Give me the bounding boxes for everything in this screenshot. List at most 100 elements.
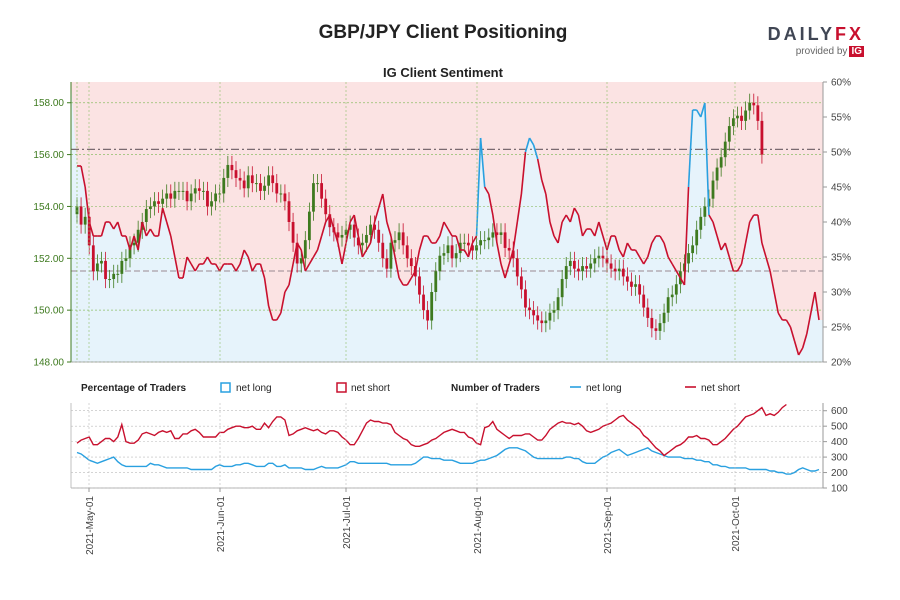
sentiment-line-segment xyxy=(467,242,474,258)
date-tick-label: 2021-Oct-01 xyxy=(731,496,742,552)
candle-body xyxy=(279,193,283,195)
sentiment-line-segment xyxy=(117,221,123,237)
candle-body xyxy=(483,240,487,242)
sentiment-line-segment xyxy=(288,263,294,286)
sentiment-line-segment xyxy=(161,207,168,223)
sentiment-line-segment xyxy=(463,249,470,258)
sentiment-line-segment xyxy=(137,221,144,251)
sentiment-line-segment xyxy=(263,277,270,307)
sentiment-line-segment xyxy=(276,312,282,321)
candle-body xyxy=(161,198,165,204)
price-panel: 158.00 156.00 154.00 152.00 150.00 148.00 60% 5… xyxy=(33,78,851,369)
sentiment-line-segment xyxy=(231,263,237,272)
sentiment-line-segment xyxy=(708,214,714,223)
sentiment-line-segment xyxy=(524,137,531,153)
sentiment-line-segment xyxy=(386,221,392,237)
sentiment-line-segment xyxy=(773,291,780,314)
sentiment-line-segment xyxy=(785,319,792,328)
sentiment-line-segment xyxy=(594,221,600,237)
candle-body xyxy=(324,198,328,215)
sentiment-line-segment xyxy=(549,221,555,237)
candle-body xyxy=(242,180,246,189)
sentiment-line-segment xyxy=(484,186,490,195)
sentiment-line-segment xyxy=(394,256,400,279)
candle-body xyxy=(197,188,201,191)
candle-body xyxy=(344,229,348,235)
sentiment-line-segment xyxy=(532,144,539,160)
candle-body xyxy=(613,268,617,272)
candle-body xyxy=(128,245,132,259)
sentiment-line-segment xyxy=(406,277,412,286)
sentiment-line-segment xyxy=(447,228,453,237)
candle-body xyxy=(104,260,107,280)
candle-body xyxy=(723,141,727,158)
candle-body xyxy=(95,263,99,272)
sentiment-line-segment xyxy=(651,235,657,244)
candle-body xyxy=(646,307,650,318)
candle-body xyxy=(560,279,564,298)
sentiment-line-segment xyxy=(626,242,633,251)
sentiment-line-segment xyxy=(757,214,763,244)
candle-body xyxy=(589,263,593,269)
candle-body xyxy=(234,170,238,178)
sentiment-line-segment xyxy=(793,340,800,356)
candle-body xyxy=(165,193,169,199)
candle-body xyxy=(564,266,568,280)
candle-body xyxy=(222,177,226,194)
sentiment-line-segment xyxy=(528,137,535,146)
candle-body xyxy=(124,258,128,261)
sentiment-line-segment xyxy=(557,221,563,244)
sentiment-line-segment xyxy=(647,242,653,258)
candle-body xyxy=(377,229,381,243)
candle-body xyxy=(466,242,470,246)
candle-body xyxy=(544,320,548,324)
sentiment-line-segment xyxy=(365,242,372,251)
sentiment-line-segment xyxy=(80,165,86,188)
sentiment-line-segment xyxy=(88,221,95,237)
legend: Percentage of Traders net long net short… xyxy=(81,382,740,394)
pct-tick-label: 20% xyxy=(831,358,851,369)
candle-body xyxy=(687,253,690,264)
count-tick-label: 200 xyxy=(831,468,848,479)
date-tick-label: 2021-Jul-01 xyxy=(342,496,353,549)
sentiment-line-segment xyxy=(606,235,612,251)
sentiment-line-segment xyxy=(377,193,384,209)
sentiment-line-segment xyxy=(243,249,249,258)
candle-body xyxy=(666,297,670,313)
candle-body xyxy=(552,310,556,313)
candle-body xyxy=(670,294,674,298)
sentiment-line-segment xyxy=(267,305,274,321)
candle-body xyxy=(153,201,156,207)
sentiment-line-segment xyxy=(165,221,172,237)
sentiment-line-segment xyxy=(280,291,286,314)
sentiment-line-segment xyxy=(536,158,543,181)
sentiment-line-segment xyxy=(541,179,547,195)
candle-body xyxy=(418,276,421,295)
sentiment-line-segment xyxy=(373,207,380,223)
sentiment-line-segment xyxy=(141,221,148,237)
legend-pct-short-swatch xyxy=(336,382,347,393)
sentiment-line-segment xyxy=(590,228,596,237)
candle-body xyxy=(173,190,177,199)
sentiment-line-segment xyxy=(634,249,641,258)
candle-body xyxy=(642,294,646,308)
candle-body xyxy=(189,193,193,202)
candle-body xyxy=(691,245,695,254)
candle-body xyxy=(320,183,324,199)
sentiment-line-segment xyxy=(304,263,311,272)
price-tick-label: 150.00 xyxy=(33,306,64,317)
legend-num-long: net long xyxy=(586,383,622,394)
sentiment-line-segment xyxy=(259,263,266,279)
candle-body xyxy=(748,102,752,111)
sentiment-line-segment xyxy=(765,256,771,272)
candle-body xyxy=(348,224,352,230)
sentiment-line-segment xyxy=(149,228,156,237)
candle-body xyxy=(267,175,271,186)
candle-body xyxy=(715,167,719,181)
candle-body xyxy=(169,193,173,199)
sentiment-line-segment xyxy=(398,277,404,286)
net-long-count-line xyxy=(76,447,820,475)
count-tick-label: 600 xyxy=(831,406,848,417)
candle-body xyxy=(536,315,540,321)
